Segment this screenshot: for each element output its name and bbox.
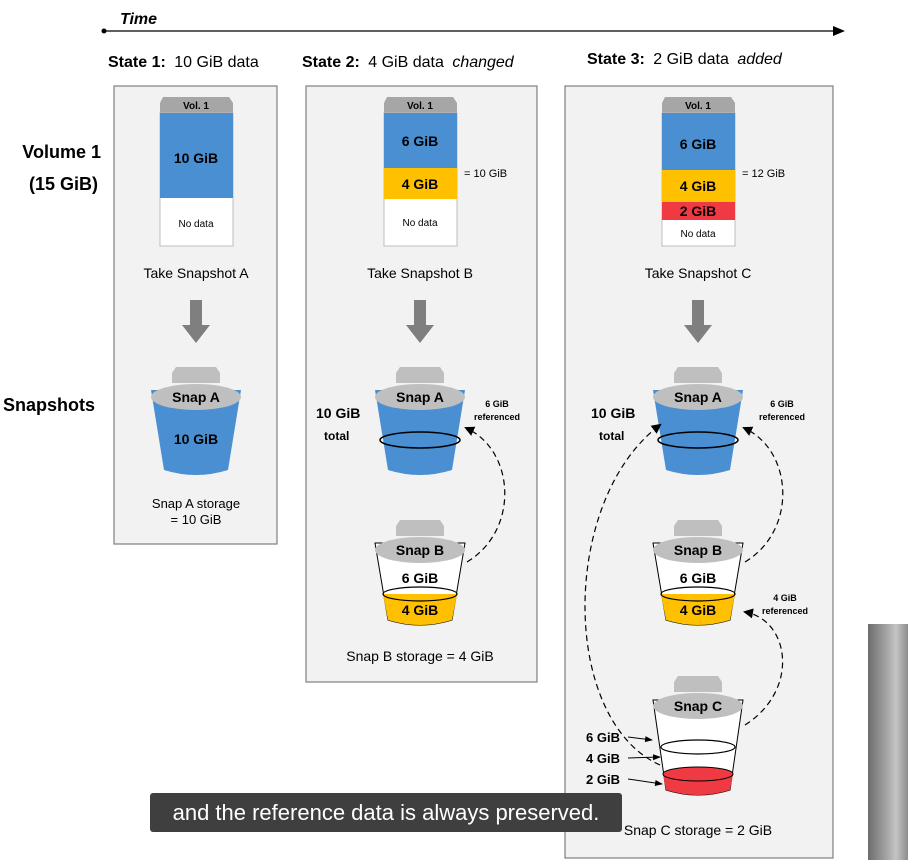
reference-arrow-b-to-a-s3 <box>742 426 784 563</box>
ref-4gib-s3: 4 GiB <box>773 593 797 603</box>
state-2-prefix: State 2: <box>302 54 360 71</box>
vol-s1-no-data: No data <box>178 219 213 230</box>
state-2-text: 4 GiB data <box>368 54 444 71</box>
snap-a-label-s3: Snap A <box>674 389 722 405</box>
volume-1-name-s3: Vol. 1 <box>685 101 711 112</box>
state-3-emphasis: added <box>737 51 783 68</box>
snap-c-6gib: 6 GiB <box>586 730 620 745</box>
down-arrow-icon <box>182 300 210 343</box>
take-snapshot-b: Take Snapshot B <box>367 265 473 281</box>
ref-word-s2: referenced <box>474 412 520 422</box>
snap-c-2gib: 2 GiB <box>586 772 620 787</box>
total-word-s3: total <box>599 429 624 443</box>
snap-c-4gib: 4 GiB <box>586 751 620 766</box>
vol-s3-seg-2: 2 GiB <box>680 203 717 219</box>
ref-6gib-s3: 6 GiB <box>770 399 794 409</box>
total-word-s2: total <box>324 429 349 443</box>
time-axis: Time <box>101 11 845 36</box>
snap-a-bucket-s3: Snap A <box>653 367 743 475</box>
snap-a-label-s1: Snap A <box>172 389 220 405</box>
take-snapshot-c: Take Snapshot C <box>645 265 752 281</box>
state-1-prefix: State 1: <box>108 54 166 71</box>
down-arrow-icon <box>684 300 712 343</box>
snap-a-value-s1: 10 GiB <box>174 431 218 447</box>
state-1-header: State 1: 10 GiB data <box>108 54 259 71</box>
volume-size-label: (15 GiB) <box>29 174 98 194</box>
ref-word-s3-b: referenced <box>762 606 808 616</box>
snap-b-6gib-s3: 6 GiB <box>680 570 717 586</box>
down-arrow-icon <box>406 300 434 343</box>
snap-a-bucket-s2: Snap A <box>375 367 465 475</box>
vol-s2-sum: = 10 GiB <box>464 168 507 180</box>
snap-c-label-s3: Snap C <box>674 698 722 714</box>
snapshots-row-label: Snapshots <box>3 395 95 415</box>
reference-arrow-b-to-a <box>464 426 506 563</box>
vol-s2-seg-6: 6 GiB <box>402 133 439 149</box>
snap-a-storage-line2: = 10 GiB <box>171 512 222 527</box>
pointer-4gib <box>627 754 661 761</box>
volume-1-name-s2: Vol. 1 <box>407 101 433 112</box>
state-1-text: 10 GiB data <box>174 54 259 71</box>
snap-c-bucket-s3: Snap C <box>652 676 744 796</box>
snap-b-bucket-s2: Snap B 6 GiB 4 GiB <box>374 520 466 626</box>
pointer-6gib <box>627 736 653 743</box>
snap-b-label-s2: Snap B <box>396 542 444 558</box>
snap-a-storage-line1: Snap A storage <box>152 496 240 511</box>
state-3-prefix: State 3: <box>587 51 645 68</box>
ref-word-s3: referenced <box>759 412 805 422</box>
state-2-emphasis: changed <box>452 54 514 71</box>
snap-b-6gib-s2: 6 GiB <box>402 570 439 586</box>
vol-s2-no-data: No data <box>402 218 437 229</box>
snap-b-bucket-s3: Snap B 6 GiB 4 GiB <box>652 520 744 626</box>
volume-1-name-s1: Vol. 1 <box>183 101 209 112</box>
vol-s3-seg-4: 4 GiB <box>680 178 717 194</box>
subtitle-caption: and the reference data is always preserv… <box>150 793 622 832</box>
total-value-s2: 10 GiB <box>316 405 360 421</box>
vol-s3-sum: = 12 GiB <box>742 168 785 180</box>
vol-s1-seg-10: 10 GiB <box>174 150 218 166</box>
volume-state-1: Vol. 1 10 GiB No data <box>159 97 234 247</box>
take-snapshot-a: Take Snapshot A <box>143 265 249 281</box>
state-3-header: State 3: 2 GiB data added <box>587 51 783 68</box>
reference-arrow-c-to-a <box>584 423 662 766</box>
total-value-s3: 10 GiB <box>591 405 635 421</box>
volume-row-label: Volume 1 <box>22 142 101 162</box>
vol-s2-seg-4: 4 GiB <box>402 176 439 192</box>
snap-b-4gib-s2: 4 GiB <box>402 602 439 618</box>
speaker-video-thumbnail <box>868 624 908 860</box>
snap-c-storage: Snap C storage = 2 GiB <box>624 822 772 838</box>
vol-s3-seg-6: 6 GiB <box>680 136 717 152</box>
ref-6gib-s2: 6 GiB <box>485 399 509 409</box>
pointer-2gib <box>627 778 663 786</box>
snap-b-label-s3: Snap B <box>674 542 722 558</box>
reference-arrow-c-to-b <box>743 608 784 726</box>
snap-b-storage: Snap B storage = 4 GiB <box>346 648 493 664</box>
state-3-text: 2 GiB data <box>653 51 729 68</box>
volume-state-2: Vol. 1 6 GiB 4 GiB No data = 10 GiB <box>383 97 507 247</box>
snap-a-bucket-s1: Snap A 10 GiB <box>151 367 241 475</box>
snap-b-4gib-s3: 4 GiB <box>680 602 717 618</box>
time-label: Time <box>120 11 157 28</box>
state-2-header: State 2: 4 GiB data changed <box>302 54 515 71</box>
snap-a-label-s2: Snap A <box>396 389 444 405</box>
vol-s3-no-data: No data <box>680 229 715 240</box>
volume-state-3: Vol. 1 6 GiB 4 GiB 2 GiB No data = 12 Gi… <box>661 97 785 247</box>
